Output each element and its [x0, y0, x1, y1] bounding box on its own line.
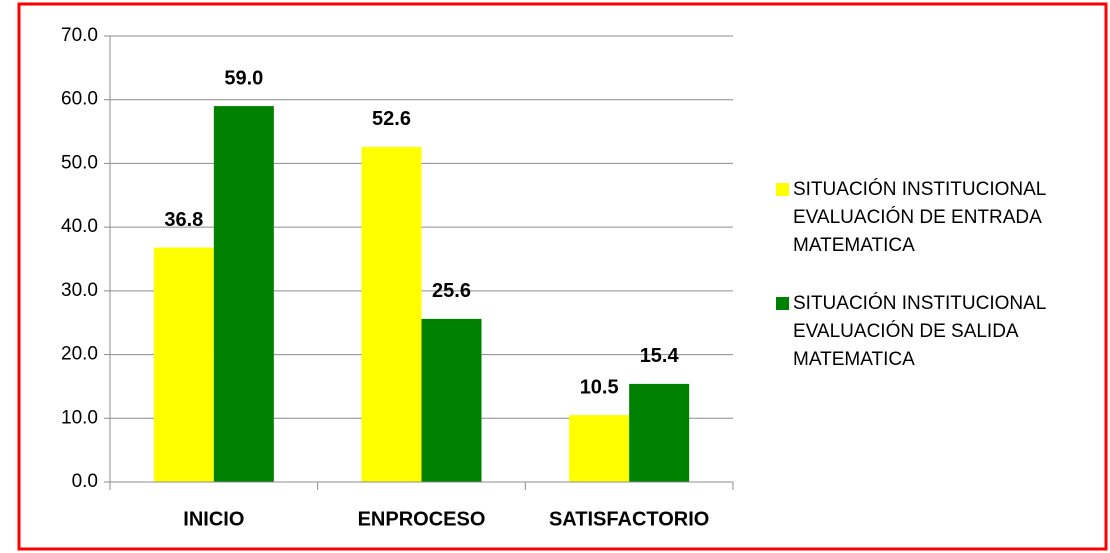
x-tick-label: ENPROCESO	[358, 508, 486, 530]
legend-item: SITUACIÓN INSTITUCIONAL EVALUACIÓN DE SA…	[776, 290, 1086, 374]
data-label: 25.6	[432, 280, 471, 302]
y-tick-label: 20.0	[61, 344, 98, 365]
data-label: 52.6	[372, 108, 411, 130]
bar	[361, 146, 422, 482]
y-tick-label: 40.0	[61, 216, 98, 237]
data-label: 10.5	[580, 376, 619, 398]
bar	[213, 106, 274, 482]
bar	[569, 415, 630, 482]
y-tick-label: 30.0	[61, 280, 98, 301]
y-tick-label: 50.0	[61, 152, 98, 173]
x-tick-label: INICIO	[183, 508, 244, 530]
bar	[629, 383, 690, 482]
data-label: 36.8	[164, 209, 203, 231]
frame	[17, 2, 1108, 551]
data-label: 15.4	[640, 345, 680, 367]
data-label: 59.0	[224, 67, 263, 89]
y-tick-label: 60.0	[61, 89, 98, 110]
bar	[421, 318, 482, 482]
legend-label: SITUACIÓN INSTITUCIONAL EVALUACIÓN DE SA…	[793, 293, 1046, 370]
y-tick-label: 10.0	[61, 407, 98, 428]
legend-swatch	[776, 183, 789, 196]
x-tick-label: SATISFACTORIO	[549, 508, 709, 530]
legend-item: SITUACIÓN INSTITUCIONAL EVALUACIÓN DE EN…	[776, 176, 1086, 260]
legend-swatch	[776, 297, 789, 310]
bar	[153, 247, 214, 482]
y-tick-label: 0.0	[72, 471, 98, 492]
legend-label: SITUACIÓN INSTITUCIONAL EVALUACIÓN DE EN…	[793, 179, 1046, 256]
y-tick-label: 70.0	[61, 25, 98, 46]
